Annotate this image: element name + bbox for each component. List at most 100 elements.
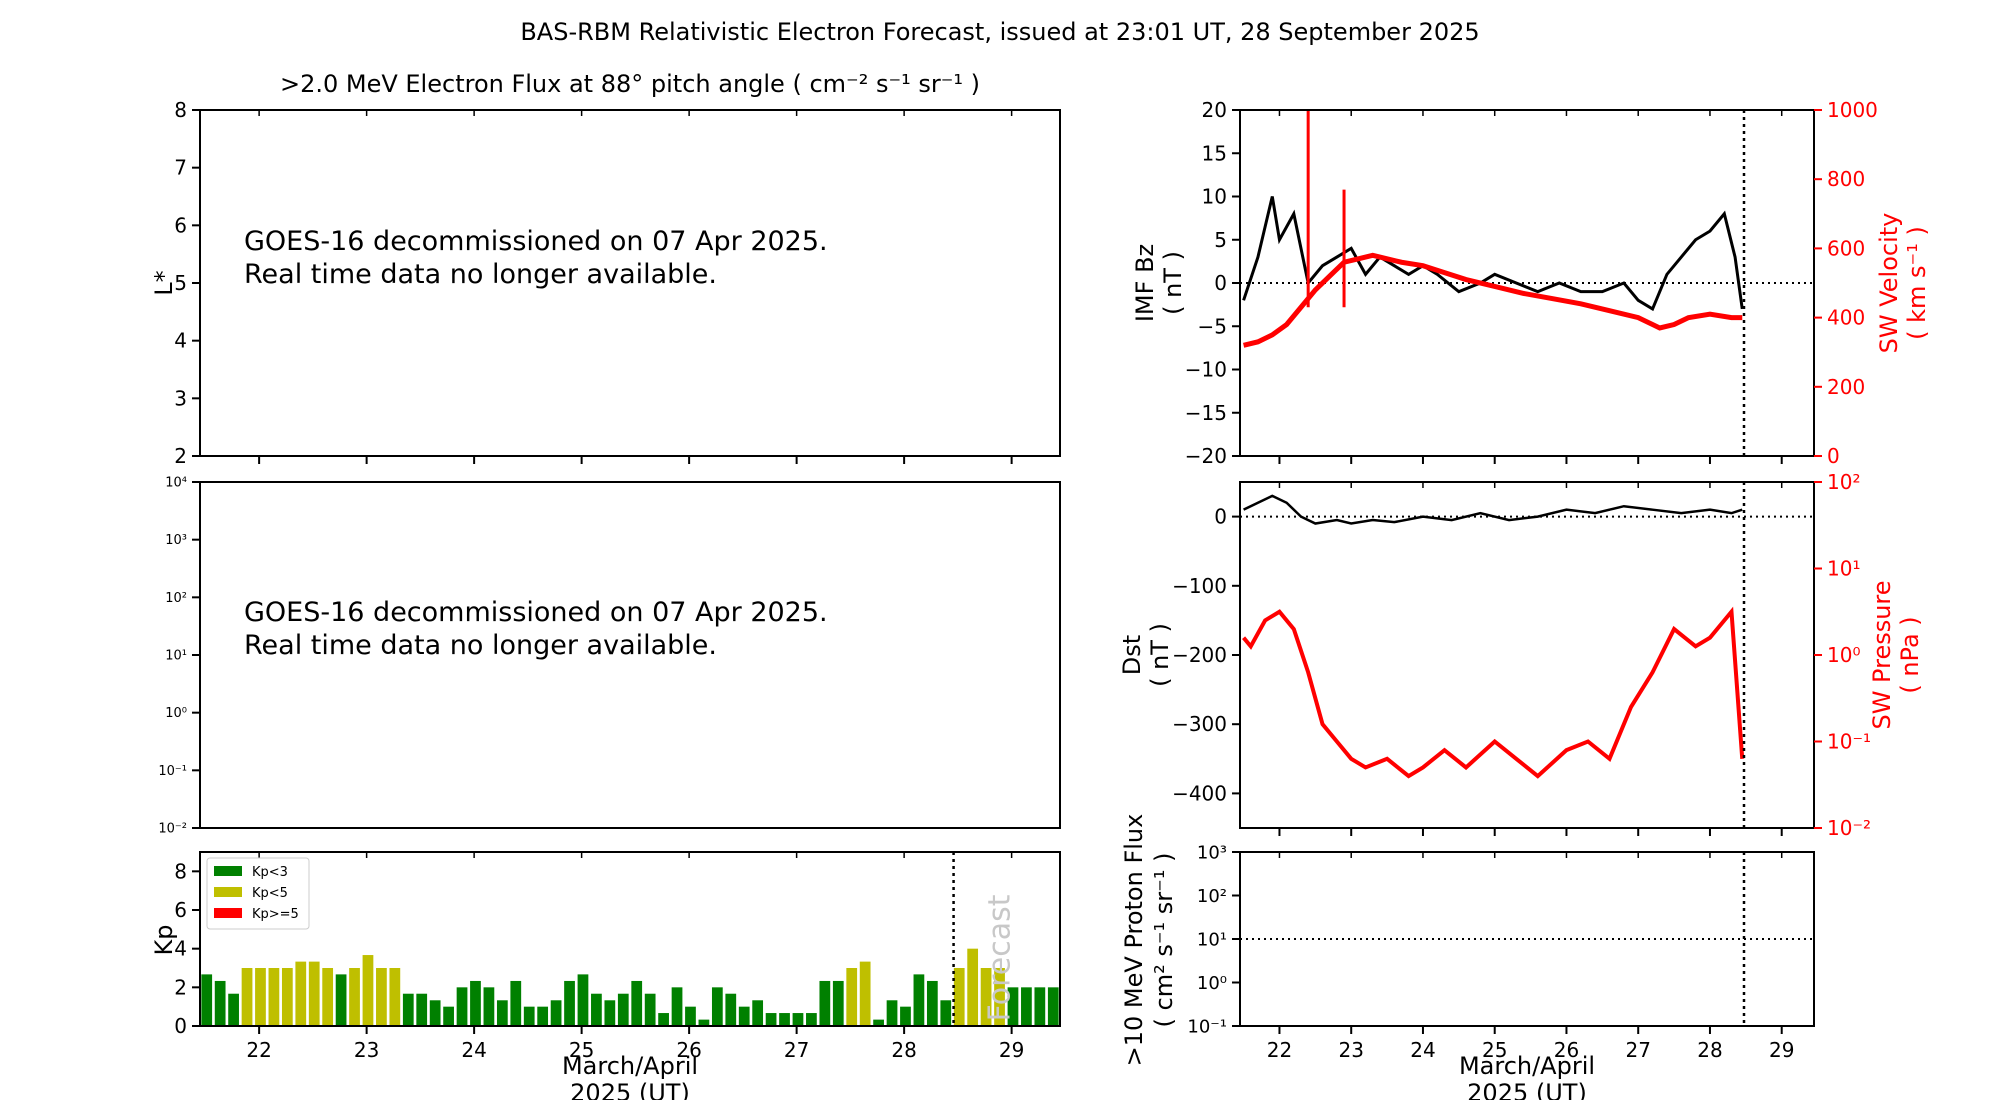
flux-panel-annotation-line-2: Real time data no longer available. — [244, 259, 717, 290]
dst-ytick-tick-label: −300 — [1172, 712, 1227, 736]
flux-ytick-tick-label: 3 — [174, 386, 187, 410]
kp-bar — [362, 955, 374, 1026]
kp-bar — [644, 993, 656, 1026]
imf-panel-yaxis: −20 −15 −10 −5 0 5 10 15 20 — [1185, 98, 1240, 468]
proton-xtick-tick-label: 23 — [1338, 1038, 1363, 1062]
kp-xtick-tick-label: 29 — [999, 1038, 1024, 1062]
kp-bar — [873, 1019, 884, 1026]
kp-bar — [322, 968, 334, 1026]
kp-bar — [617, 993, 629, 1026]
proton-ytick-tick-label: 10⁰ — [1197, 973, 1227, 994]
kp-bar — [416, 993, 428, 1026]
imf-ytick-tick-label: −15 — [1185, 401, 1227, 425]
dst-ytick-tick-label: 0 — [1214, 505, 1227, 529]
kp-legend-swatch-low — [214, 866, 242, 876]
dst-panel-ylabel-right-line-1: SW Pressure — [1868, 580, 1896, 729]
kp-ytick-tick-label: 8 — [174, 859, 187, 883]
imf-panel-ylabel-right-line-1: SW Velocity — [1875, 213, 1903, 354]
kp-panel-ylabel: Kp — [150, 925, 178, 956]
proton-panel-yaxis: 10⁻¹ 10⁰ 10¹ 10² 10³ — [1187, 842, 1240, 1037]
kp-legend-swatch-mid — [214, 887, 242, 897]
proton-panel-ylabel-line-2: ( cm² s⁻¹ sr⁻¹ ) — [1150, 853, 1178, 1028]
figure-title: BAS-RBM Relativistic Electron Forecast, … — [520, 18, 1479, 46]
kp-bar — [752, 1000, 764, 1026]
kp-bar — [456, 987, 468, 1026]
flux-panel-title: >2.0 MeV Electron Flux at 88° pitch angl… — [280, 70, 980, 98]
flux-ytick-tick-label: 5 — [174, 271, 187, 295]
kp-bar — [483, 987, 495, 1026]
flux-panel-xaxis — [258, 110, 1013, 464]
flux-panel-annotation-line-1: GOES-16 decommissioned on 07 Apr 2025. — [244, 226, 828, 257]
proton-panel: 10⁻¹ 10⁰ 10¹ 10² 10³ 22 23 24 25 26 27 28 29 >10 Me… — [1120, 814, 1815, 1100]
dst-panel-ylabel-line-2: ( nT ) — [1146, 623, 1174, 687]
kp-bar — [685, 1006, 696, 1026]
kp-panel-xaxis: 22 23 24 25 26 27 28 29 — [246, 852, 1024, 1062]
kp-xtick-tick-label: 25 — [569, 1038, 594, 1062]
goes-ytick-tick-label: 10⁻² — [158, 822, 187, 837]
goes-panel-yaxis: 10⁻² 10⁻¹ 10⁰ 10¹ 10² 10³ 10⁴ — [158, 476, 200, 837]
dst-panel-yaxis: −400 −300 −200 −100 0 — [1172, 505, 1240, 805]
kp-bar — [953, 968, 965, 1026]
kp-bar — [671, 987, 683, 1026]
dst-index-line — [1243, 494, 1743, 525]
imf-ytick-right-tick-label: 400 — [1827, 306, 1865, 330]
dst-ytick-right-tick-label: 10⁰ — [1827, 643, 1860, 667]
dst-pressure-line — [1242, 606, 1745, 779]
flux-ytick-tick-label: 6 — [174, 213, 187, 237]
dst-ytick-tick-label: −200 — [1172, 643, 1227, 667]
imf-ytick-tick-label: −5 — [1198, 314, 1227, 338]
imf-ytick-tick-label: 15 — [1202, 141, 1227, 165]
kp-bar — [214, 980, 226, 1026]
kp-bar — [886, 1000, 898, 1026]
kp-bar — [658, 1013, 669, 1026]
flux-ytick-tick-label: 4 — [174, 329, 187, 353]
goes-ytick-tick-label: 10³ — [165, 533, 187, 548]
kp-ytick-tick-label: 0 — [174, 1014, 187, 1038]
kp-bar — [806, 1013, 817, 1026]
kp-bar — [268, 968, 280, 1026]
kp-bar — [335, 974, 347, 1026]
kp-bar — [591, 993, 602, 1026]
goes-panel-frame — [199, 481, 1061, 829]
kp-bar — [389, 968, 401, 1026]
kp-bar — [295, 961, 307, 1026]
kp-bar — [201, 974, 213, 1026]
kp-bar — [926, 980, 938, 1026]
kp-panel-frame — [199, 851, 1061, 1027]
imf-ytick-tick-label: 10 — [1202, 185, 1227, 209]
kp-bar — [980, 968, 992, 1026]
kp-bar — [846, 968, 858, 1026]
kp-forecast-label: Forecast — [983, 894, 1018, 1021]
imf-panel-ylabel-right-line-2: ( km s⁻¹ ) — [1903, 226, 1931, 340]
proton-xtick-tick-label: 24 — [1410, 1038, 1435, 1062]
kp-legend-swatch-high — [214, 908, 242, 918]
kp-bar — [1007, 987, 1019, 1026]
kp-bar — [470, 980, 481, 1026]
kp-bar — [1034, 987, 1046, 1026]
kp-bar — [913, 974, 925, 1026]
imf-ytick-right-tick-label: 800 — [1827, 167, 1865, 191]
proton-panel-xlabel-line-2: 2025 (UT) — [1467, 1079, 1587, 1100]
kp-ytick-tick-label: 2 — [174, 975, 187, 999]
proton-xtick-tick-label: 22 — [1267, 1038, 1292, 1062]
kp-bar — [349, 968, 360, 1026]
flux-panel: >2.0 MeV Electron Flux at 88° pitch angl… — [150, 70, 1061, 468]
goes-panel-annotation-line-2: Real time data no longer available. — [244, 630, 717, 661]
goes-ytick-tick-label: 10⁰ — [165, 706, 187, 721]
goes-panel: 10⁻² 10⁻¹ 10⁰ 10¹ 10² 10³ 10⁴ GOES-16 decommis… — [158, 476, 1061, 837]
kp-bar — [550, 1000, 562, 1026]
imf-ytick-tick-label: 20 — [1202, 98, 1227, 122]
kp-bar — [308, 961, 320, 1026]
imf-ytick-tick-label: 0 — [1214, 271, 1227, 295]
kp-panel-xlabel-line-2: 2025 (UT) — [570, 1079, 690, 1100]
kp-bar — [577, 974, 589, 1026]
proton-xtick-tick-label: 25 — [1482, 1038, 1507, 1062]
goes-ytick-tick-label: 10¹ — [165, 649, 187, 664]
kp-xtick-tick-label: 24 — [461, 1038, 486, 1062]
dst-panel-xaxis — [1278, 482, 1783, 836]
kp-bar — [510, 980, 522, 1026]
kp-xtick-tick-label: 28 — [891, 1038, 916, 1062]
kp-xtick-tick-label: 26 — [676, 1038, 701, 1062]
kp-xtick-tick-label: 22 — [246, 1038, 271, 1062]
